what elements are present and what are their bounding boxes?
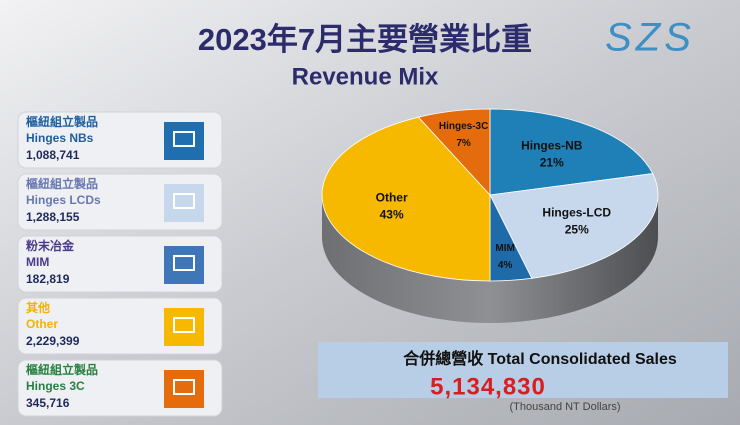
slice-label: Hinges-3C	[439, 121, 488, 132]
card-value: 2,229,399	[26, 334, 80, 348]
pie-slice	[321, 116, 491, 282]
pie-chart: Hinges-NB 21% Hinges-LCD 25% MIM 4% Other 43% Hi…	[321, 108, 659, 323]
card-icon-glyph	[173, 379, 195, 395]
pie-slice	[489, 108, 654, 196]
card-line1: 樞紐組立製品	[26, 176, 98, 191]
card-icon-glyph	[173, 255, 195, 271]
card-line2: MIM	[26, 255, 49, 269]
slice-label: MIM	[495, 243, 514, 254]
card-icon	[164, 184, 204, 222]
pie-slice	[417, 108, 491, 197]
card-line1: 粉末冶金	[26, 238, 75, 253]
total-label: 合併總營收 Total Consolidated Sales	[403, 349, 677, 368]
slice-value: 7%	[456, 138, 471, 149]
card-line1: 樞紐組立製品	[26, 114, 98, 129]
card-icon	[164, 122, 204, 160]
card-line2: Hinges 3C	[26, 379, 85, 393]
pie-slice	[489, 173, 659, 279]
slice-label: Hinges-LCD	[542, 205, 611, 219]
card-icon-glyph	[173, 317, 195, 333]
slice-value: 4%	[498, 260, 513, 271]
card-line2: Hinges NBs	[26, 131, 94, 145]
total-value: 5,134,830	[430, 373, 546, 400]
card-icon	[164, 308, 204, 346]
total-unit: (Thousand NT Dollars)	[509, 401, 620, 413]
slice-label: Hinges-NB	[521, 138, 583, 152]
total-box	[318, 342, 728, 398]
card-value: 1,088,741	[26, 148, 80, 162]
card-line1: 其他	[26, 300, 50, 315]
title: 2023年7月主要營業比重	[198, 22, 532, 57]
card-value: 345,716	[26, 396, 70, 410]
cards: 樞紐組立製品 Hinges NBs 1,088,741 樞紐組立製品 Hinges LC…	[17, 111, 223, 417]
slice-label: Other	[376, 190, 408, 204]
slice-value: 43%	[380, 207, 404, 221]
slice-value: 25%	[565, 222, 589, 236]
card-line2: Other	[26, 317, 58, 331]
card-icon-glyph	[173, 131, 195, 147]
card-icon-glyph	[173, 193, 195, 209]
card-icon	[164, 246, 204, 284]
slice-value: 21%	[540, 155, 564, 169]
card-icon	[164, 370, 204, 408]
card-value: 182,819	[26, 272, 70, 286]
logo: SZS	[605, 16, 695, 60]
card-value: 1,288,155	[26, 210, 80, 224]
pie-side	[322, 195, 658, 323]
card-line2: Hinges LCDs	[26, 193, 101, 207]
subtitle: Revenue Mix	[292, 63, 439, 90]
card-line1: 樞紐組立製品	[26, 362, 98, 377]
